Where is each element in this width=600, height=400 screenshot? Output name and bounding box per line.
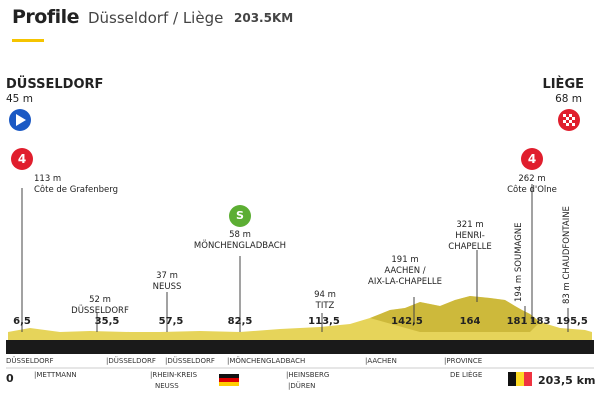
point-altitude: 191 m (391, 255, 419, 265)
km-marker: 183 (529, 316, 551, 327)
profile-graphic (6, 109, 594, 386)
place-label: |DÜSSELDORF (165, 357, 215, 365)
page-title[interactable]: Profile (12, 6, 80, 28)
belgium-flag-icon (508, 372, 532, 386)
place-label: |HEINSBERG (286, 371, 330, 379)
km-marker: 181 (506, 316, 528, 327)
climb-name: Côte de Grafenberg (34, 185, 118, 195)
place-label: DÜSSELDORF (6, 357, 54, 365)
climb-category-icon (11, 148, 33, 170)
climb-name: Côte d'Olne (507, 185, 557, 195)
climb-category-icon (521, 148, 543, 170)
point-name: HENRI- (455, 231, 485, 241)
point-vertical-label: 194 m SOUMAGNE (514, 222, 524, 302)
place-label: NEUSS (155, 382, 179, 390)
place-label: |MÖNCHENGLADBACH (227, 357, 306, 365)
km-marker: 35,5 (94, 316, 120, 327)
point-vertical-label: 83 m CHAUDFONTAINE (562, 206, 572, 304)
point-name: NEUSS (152, 282, 182, 292)
finish-altitude: 68 m (555, 93, 582, 105)
sprint-name: MÖNCHENGLADBACH (193, 241, 287, 251)
place-label: DE LIÈGE (450, 371, 483, 379)
km-marker: 82,5 (227, 316, 253, 327)
km-marker: 164 (459, 316, 481, 327)
point-altitude: 37 m (156, 271, 178, 281)
point-name: AACHEN / (384, 266, 426, 276)
point-name: TITZ (315, 301, 335, 311)
km-marker: 57,5 (158, 316, 184, 327)
km-axis-bar (6, 340, 594, 354)
finish-city: LIÈGE (542, 77, 584, 92)
start-arrow-glyph (16, 114, 26, 126)
km-marker: 142,5 (391, 316, 423, 327)
point-altitude: 94 m (314, 290, 336, 300)
start-city: DÜSSELDORF (6, 77, 104, 92)
place-label: |PROVINCE (444, 357, 483, 365)
point-name-2: CHAPELLE (448, 242, 492, 252)
germany-flag-icon (219, 374, 239, 386)
active-tab-underline (12, 39, 44, 42)
climb-altitude: 262 m (518, 174, 546, 184)
finish-flag-checker (563, 114, 575, 126)
start-altitude: 45 m (6, 93, 33, 105)
elevation-shade (370, 296, 540, 332)
sprint-badge-label: S (236, 209, 244, 222)
point-name-2: AIX-LA-CHAPELLE (368, 277, 442, 287)
stage-profile: DÜSSELDORF 45 m LIÈGE 68 m 4 113 m Côte … (0, 70, 600, 400)
axis-end: 203,5 km (538, 374, 596, 387)
place-label: |DÜREN (288, 382, 316, 390)
point-name: DÜSSELDORF (71, 306, 129, 316)
axis-start: 0 (6, 372, 14, 385)
header: Profile Düsseldorf / Liège 203.5KM (0, 0, 600, 60)
km-marker: 6,5 (13, 316, 31, 327)
place-label: |AACHEN (365, 357, 397, 365)
climb-category-label: 4 (17, 152, 27, 166)
place-label: |DÜSSELDORF (106, 357, 156, 365)
km-marker: 113,5 (308, 316, 340, 327)
route-label: Düsseldorf / Liège (88, 9, 224, 27)
point-altitude: 52 m (89, 295, 111, 305)
km-marker: 195,5 (556, 316, 588, 327)
point-altitude: 321 m (456, 220, 484, 230)
distance-label: 203.5KM (234, 11, 294, 25)
place-label: |METTMANN (34, 371, 77, 379)
sprint-altitude: 58 m (229, 230, 251, 240)
sprint-icon (229, 205, 251, 227)
place-label: |RHEIN-KREIS (150, 371, 198, 379)
climb-category-label: 4 (527, 152, 537, 166)
climb-altitude: 113 m (34, 174, 62, 184)
